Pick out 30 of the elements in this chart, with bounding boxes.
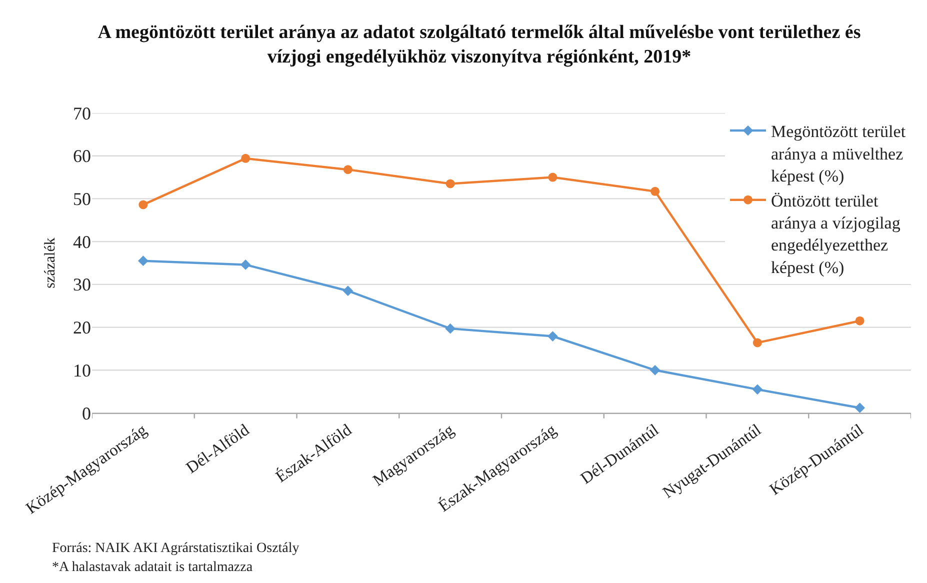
point <box>240 260 251 270</box>
legend-label: Megöntözött terület aránya a müvelthez képest (%) <box>771 122 906 186</box>
y-tick-label: 40 <box>73 232 91 252</box>
point <box>342 286 354 296</box>
point <box>138 256 148 266</box>
y-axis-title: százalék <box>42 237 58 288</box>
y-tick-label: 10 <box>73 360 91 380</box>
legend-label: Öntözött terület aránya a vízjogilag engedélyezetthez képest (%) <box>771 191 901 277</box>
point <box>854 402 866 414</box>
point <box>445 323 456 334</box>
y-tick-label: 60 <box>73 146 91 166</box>
point <box>446 179 455 188</box>
point <box>343 165 352 174</box>
point <box>547 331 558 342</box>
point <box>855 316 864 326</box>
text: *A halastavak adatait is tartalmazza <box>52 560 254 575</box>
point <box>241 154 250 163</box>
text: Forrás: NAIK AKI Agrárstatisztikai Osztály <box>52 541 300 556</box>
chart-title: A megöntözött terület aránya az adatot szolgáltató termelők által művelésbe vont területhez és vízjogi engedélyükhöz viszonyítva régiónként, 2019* <box>98 22 861 68</box>
point <box>650 186 660 196</box>
y-tick-label: 70 <box>73 103 91 124</box>
y-tick-label: 0 <box>82 403 91 424</box>
point <box>752 338 762 348</box>
y-tick-label: 30 <box>73 274 91 295</box>
y-tick-label: 50 <box>73 189 91 210</box>
point <box>752 384 763 395</box>
point <box>650 364 660 376</box>
point <box>138 200 148 210</box>
point <box>548 172 558 182</box>
y-tick-label: 20 <box>73 318 91 338</box>
